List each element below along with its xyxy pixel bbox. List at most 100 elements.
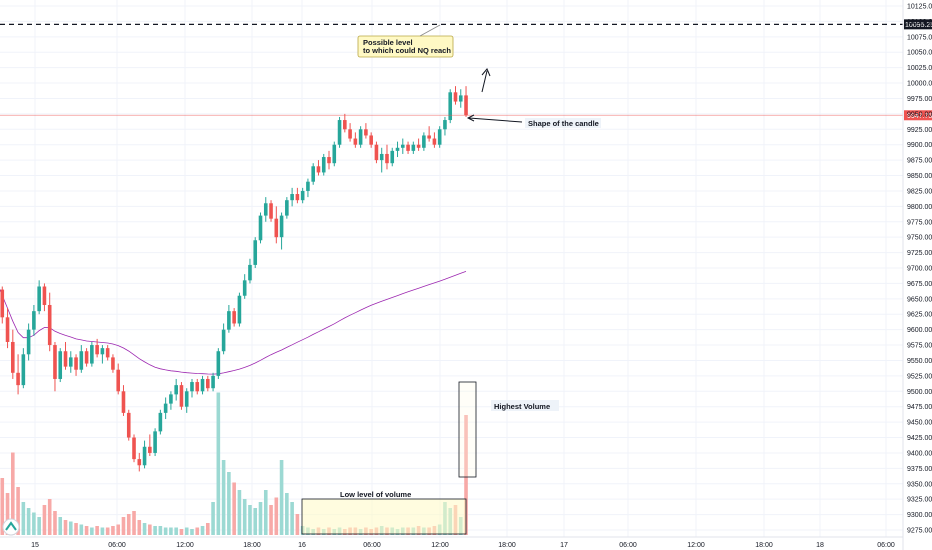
candle-body (32, 311, 36, 330)
candle-body (37, 286, 41, 312)
current-price-label: 9947.75 (907, 113, 932, 120)
candle-body (295, 194, 300, 201)
candle-body (137, 459, 142, 466)
volume-bar (11, 452, 15, 535)
candle (158, 409, 163, 435)
candle-body (369, 135, 373, 145)
volume-bar (16, 487, 20, 535)
volume-bar (100, 527, 105, 535)
candle (427, 126, 431, 142)
candle (448, 89, 453, 124)
candle-body (227, 311, 231, 330)
price-tick-label: 9425.00 (907, 435, 932, 442)
candle (11, 329, 15, 379)
volume-bar (37, 517, 41, 535)
candle (184, 388, 189, 413)
volume-bar (74, 523, 78, 535)
candle (253, 237, 258, 268)
volume-bar (84, 526, 89, 535)
volume-bar (195, 527, 200, 535)
candle-body (306, 181, 310, 191)
candle-body (448, 92, 453, 121)
candle (132, 434, 136, 463)
candle-body (211, 375, 215, 389)
candle-body (337, 120, 342, 145)
price-tick-label: 9300.00 (907, 512, 932, 519)
volume-bar (279, 460, 284, 535)
candle-body (105, 348, 110, 358)
candle (100, 345, 105, 364)
candle-body (321, 157, 326, 173)
candle-body (253, 240, 258, 265)
candle (53, 341, 57, 392)
price-tick-label: 9600.00 (907, 327, 932, 334)
candle-body (400, 144, 405, 148)
price-tick-label: 9825.00 (907, 188, 932, 195)
possible-level-text-2: to which could NQ reach (363, 46, 451, 55)
candle (137, 452, 142, 472)
time-tick-label: 18 (816, 542, 824, 549)
candle-body (258, 215, 263, 241)
candle (116, 363, 121, 395)
volume-bar (58, 517, 63, 535)
price-tick-label: 10125.00 (907, 4, 932, 11)
candle-body (200, 378, 205, 392)
candle-body (179, 385, 184, 407)
price-tick-label: 9875.00 (907, 158, 932, 165)
volume-bar (32, 512, 36, 535)
price-tick-label: 9725.00 (907, 250, 932, 257)
candle (237, 292, 242, 327)
candle-body (422, 135, 426, 148)
current-price-tag (904, 110, 932, 121)
candle-body (11, 341, 15, 373)
price-tick-label: 9700.00 (907, 266, 932, 273)
candle (290, 187, 294, 207)
candle (174, 378, 178, 401)
candle-body (458, 95, 463, 102)
candle-body (353, 138, 358, 145)
candle-body (411, 144, 416, 151)
candle-body (274, 218, 279, 238)
volume-bar (126, 514, 131, 535)
candle (422, 132, 426, 151)
candle-layer (0, 86, 468, 472)
candle (321, 153, 326, 176)
candle (311, 163, 315, 185)
price-tick-label: 10000.00 (907, 81, 932, 88)
candle-body (269, 203, 273, 219)
candle (316, 160, 321, 176)
candle (74, 354, 78, 376)
candle (232, 308, 236, 327)
candle-body (68, 357, 73, 367)
price-tick-label: 9650.00 (907, 296, 932, 303)
price-tick-label: 10100.00 (907, 19, 932, 26)
candle (242, 274, 247, 299)
candle (343, 113, 347, 133)
candle (200, 375, 205, 395)
candle-body (26, 329, 31, 355)
vwap-layer (0, 271, 467, 375)
volume-bar (190, 529, 194, 535)
candle (358, 126, 363, 148)
price-tick-label: 9275.00 (907, 528, 932, 535)
candle-body (390, 150, 395, 164)
candle (142, 440, 147, 469)
time-tick-label: 06:00 (363, 542, 381, 549)
candle (84, 348, 89, 367)
time-tick-label: 15 (31, 542, 39, 549)
volume-bar (68, 521, 73, 535)
candle-body (316, 166, 321, 173)
volume-bar (263, 490, 268, 535)
candle-body (195, 382, 200, 392)
candle (148, 434, 152, 457)
price-tick-label: 9775.00 (907, 219, 932, 226)
candle (5, 308, 10, 349)
volume-bar (90, 527, 94, 535)
candle (306, 178, 310, 198)
candle-body (90, 345, 94, 364)
candle-body (153, 431, 157, 453)
candle (58, 348, 63, 383)
grid-layer (0, 0, 903, 537)
